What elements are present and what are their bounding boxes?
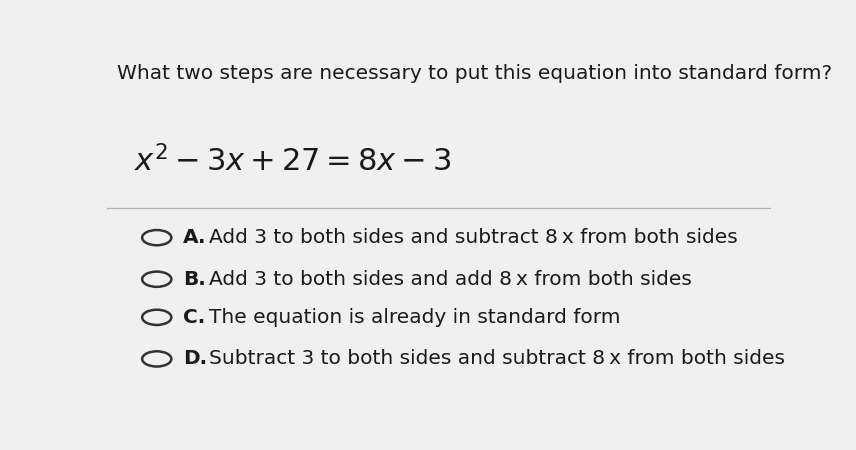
- Text: D.: D.: [183, 349, 207, 369]
- Text: The equation is already in standard form: The equation is already in standard form: [209, 308, 620, 327]
- Text: C.: C.: [183, 308, 205, 327]
- Text: $\it{x}^2 - 3\it{x} + 27 = 8\it{x} - 3$: $\it{x}^2 - 3\it{x} + 27 = 8\it{x} - 3$: [134, 146, 451, 178]
- Text: Add 3 to both sides and add 8 x from both sides: Add 3 to both sides and add 8 x from bot…: [209, 270, 692, 289]
- Text: Add 3 to both sides and subtract 8 x from both sides: Add 3 to both sides and subtract 8 x fro…: [209, 228, 737, 247]
- Text: Subtract 3 to both sides and subtract 8 x from both sides: Subtract 3 to both sides and subtract 8 …: [209, 349, 784, 369]
- Text: A.: A.: [183, 228, 207, 247]
- Text: What two steps are necessary to put this equation into standard form?: What two steps are necessary to put this…: [117, 64, 832, 83]
- Text: B.: B.: [183, 270, 206, 289]
